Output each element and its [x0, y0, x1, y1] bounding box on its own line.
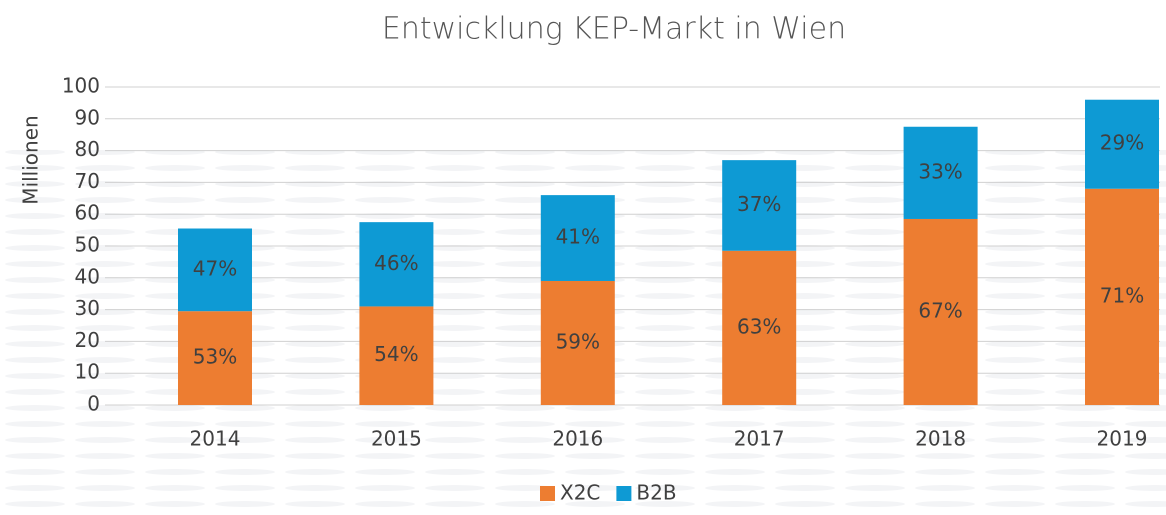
data-label: 59%	[556, 329, 600, 353]
y-tick-label: 40	[75, 264, 100, 288]
data-label: 41%	[556, 225, 600, 249]
x-tick-label: 2019	[1097, 427, 1148, 451]
data-label: 53%	[193, 345, 237, 369]
bar-segment	[359, 222, 434, 307]
bar-segment	[722, 250, 797, 405]
data-label: 54%	[374, 342, 418, 366]
bar-segment	[1085, 99, 1159, 189]
legend-swatch	[540, 486, 555, 501]
bar-segment	[178, 311, 252, 405]
y-tick-label: 100	[62, 74, 100, 98]
bar-segment	[359, 306, 434, 405]
data-label: 67%	[918, 298, 962, 322]
y-tick-label: 60	[75, 201, 100, 225]
bar-segment	[722, 160, 797, 251]
y-tick-label: 90	[75, 105, 100, 129]
y-tick-label: 30	[75, 296, 100, 320]
y-tick-label: 0	[87, 392, 100, 416]
data-label: 33%	[918, 159, 962, 183]
x-tick-label: 2018	[915, 427, 966, 451]
x-tick-label: 2017	[734, 427, 785, 451]
data-label: 46%	[374, 251, 418, 275]
bar-segment	[1085, 188, 1159, 405]
y-axis-label: Millionen	[19, 115, 43, 204]
bar-segment	[903, 126, 978, 219]
data-label: 63%	[737, 314, 781, 338]
legend-label: B2B	[636, 481, 676, 505]
data-label: 37%	[737, 192, 781, 216]
x-tick-label: 2016	[552, 427, 603, 451]
bar-segment	[540, 280, 615, 405]
legend-label: X2C	[560, 481, 600, 505]
x-tick-label: 2014	[190, 427, 241, 451]
data-label: 29%	[1100, 131, 1144, 155]
chart-title: Entwicklung KEP-Markt in Wien	[382, 12, 846, 47]
y-tick-label: 80	[75, 137, 100, 161]
bar-segment	[903, 218, 978, 405]
bar-segment	[178, 228, 252, 312]
data-label: 71%	[1100, 283, 1144, 307]
x-tick-label: 2015	[371, 427, 422, 451]
y-tick-label: 50	[75, 233, 100, 257]
bar-segment	[540, 195, 615, 281]
y-tick-label: 70	[75, 169, 100, 193]
legend-swatch	[616, 486, 632, 501]
y-tick-label: 10	[75, 360, 100, 384]
data-label: 47%	[193, 256, 237, 280]
y-tick-label: 20	[75, 328, 100, 352]
